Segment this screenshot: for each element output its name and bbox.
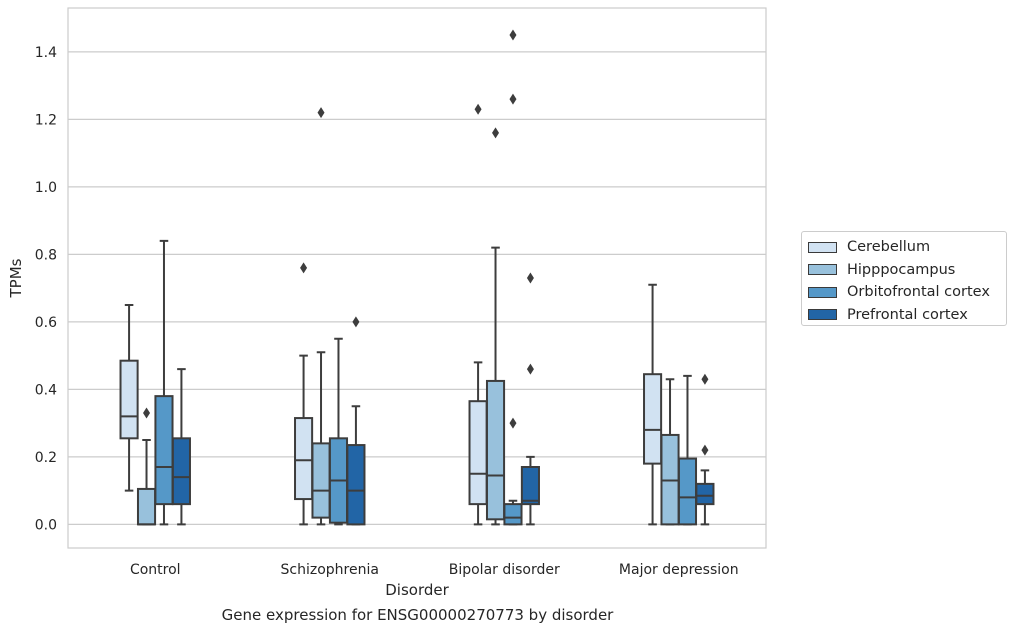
legend-item-prefrontal-cortex: Prefrontal cortex — [808, 304, 1006, 327]
outlier-point — [352, 316, 359, 327]
outlier-point — [701, 374, 708, 385]
chart-caption: Gene expression for ENSG00000270773 by d… — [0, 606, 835, 624]
outlier-point — [527, 364, 534, 375]
box-prefrontal-cortex — [522, 273, 539, 525]
box-cerebellum — [470, 104, 487, 525]
legend-label: Orbitofrontal cortex — [847, 284, 990, 300]
box-cerebellum — [121, 305, 138, 491]
y-tick-label: 0.0 — [35, 517, 57, 533]
chart-container: 0.0 0.2 0.4 0.6 0.8 1.0 1.2 1.4 Control Schizoph… — [0, 0, 1018, 634]
box — [138, 489, 155, 524]
y-axis-ticks: 0.0 0.2 0.4 0.6 0.8 1.0 1.2 1.4 — [35, 45, 57, 534]
legend-swatch — [808, 309, 837, 320]
box — [522, 467, 539, 504]
outlier-point — [509, 94, 516, 105]
box — [487, 381, 504, 519]
x-tick-label: Major depression — [619, 562, 739, 578]
y-tick-label: 1.2 — [35, 112, 57, 128]
legend-label: Prefrontal cortex — [847, 307, 968, 323]
legend-item-orbitofrontal-cortex: Orbitofrontal cortex — [808, 281, 1006, 304]
legend-item-hippocampus: Hipppocampus — [808, 259, 1006, 282]
box-hipppocampus — [138, 408, 155, 525]
box-groups — [121, 30, 714, 525]
y-axis-label: TPMs — [7, 258, 25, 298]
x-tick-label: Schizophrenia — [281, 562, 379, 578]
outlier-point — [318, 107, 325, 118]
outlier-point — [509, 418, 516, 429]
box-hipppocampus — [661, 379, 678, 524]
box-prefrontal-cortex — [696, 374, 713, 525]
box — [644, 374, 661, 463]
x-axis-ticks: Control Schizophrenia Bipolar disorder Majo… — [130, 562, 739, 578]
y-tick-label: 1.4 — [35, 45, 57, 61]
x-tick-label: Control — [130, 562, 181, 578]
box-orbitofrontal-cortex — [679, 376, 696, 525]
box-orbitofrontal-cortex — [155, 241, 172, 525]
box — [347, 445, 364, 524]
outlier-point — [475, 104, 482, 115]
box-orbitofrontal-cortex — [504, 30, 521, 525]
box-hipppocampus — [312, 107, 329, 524]
y-tick-label: 1.0 — [35, 180, 57, 196]
x-tick-label: Bipolar disorder — [449, 562, 560, 578]
outlier-point — [701, 445, 708, 456]
legend-item-cerebellum: Cerebellum — [808, 236, 1006, 259]
outlier-point — [492, 127, 499, 138]
box — [312, 443, 329, 517]
outlier-point — [143, 408, 150, 419]
legend-swatch — [808, 242, 837, 253]
legend-label: Hipppocampus — [847, 262, 955, 278]
outlier-point — [509, 30, 516, 41]
box-orbitofrontal-cortex — [330, 339, 347, 525]
box — [679, 459, 696, 525]
box-prefrontal-cortex — [173, 369, 190, 524]
box — [504, 504, 521, 524]
outlier-point — [527, 273, 534, 284]
x-axis-label: Disorder — [385, 581, 449, 599]
y-tick-label: 0.6 — [35, 315, 57, 331]
legend: Cerebellum Hipppocampus Orbitofrontal co… — [801, 231, 1007, 326]
box-cerebellum — [295, 262, 312, 524]
box — [295, 418, 312, 499]
box-cerebellum — [644, 285, 661, 525]
box — [173, 438, 190, 504]
box — [155, 396, 172, 504]
box — [696, 484, 713, 504]
box — [121, 361, 138, 439]
y-tick-label: 0.2 — [35, 450, 57, 466]
outlier-point — [300, 262, 307, 273]
y-tick-label: 0.4 — [35, 382, 57, 398]
legend-swatch — [808, 287, 837, 298]
legend-swatch — [808, 264, 837, 275]
y-tick-label: 0.8 — [35, 247, 57, 263]
box — [470, 401, 487, 504]
legend-label: Cerebellum — [847, 239, 930, 255]
box-prefrontal-cortex — [347, 316, 364, 524]
